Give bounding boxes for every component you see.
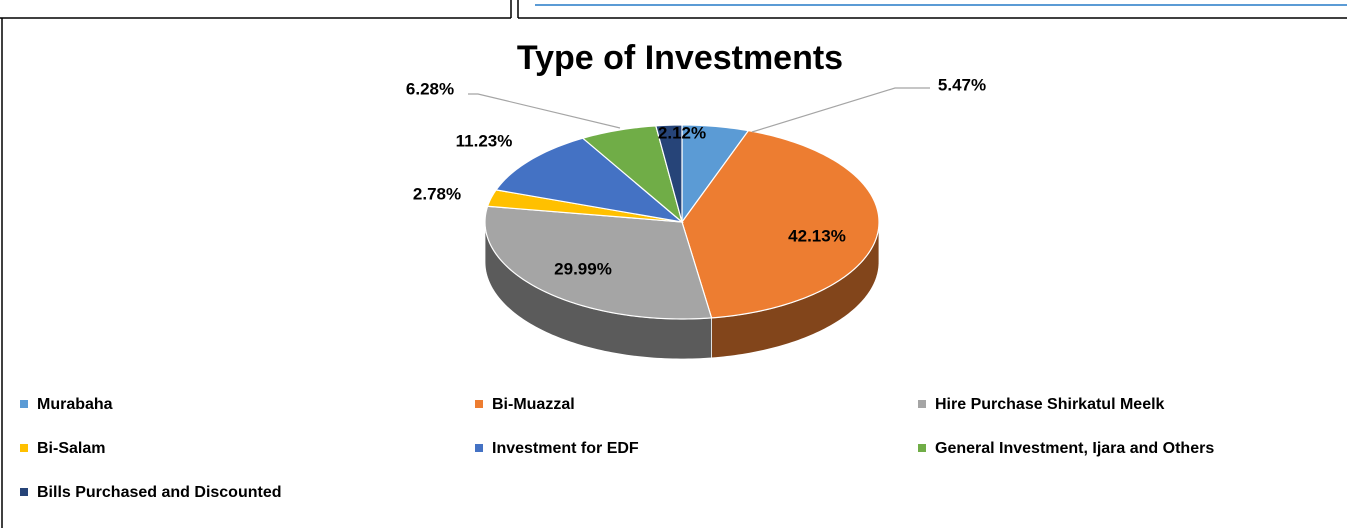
- legend-label: General Investment, Ijara and Others: [935, 440, 1214, 457]
- legend-swatch: [20, 488, 28, 496]
- legend-label: Bi-Muazzal: [492, 396, 575, 413]
- pie-slice: [484, 205, 713, 320]
- chart-title: Type of Investments: [517, 39, 843, 77]
- pie-slice: [655, 124, 683, 223]
- pie-slice: [681, 124, 750, 224]
- data-label: 11.23%: [456, 131, 513, 150]
- legend-swatch: [475, 444, 483, 452]
- legend-swatch: [475, 400, 483, 408]
- data-label: 2.12%: [658, 123, 706, 142]
- legend-label: Hire Purchase Shirkatul Meelk: [935, 396, 1165, 413]
- legend-label: Investment for EDF: [492, 440, 639, 457]
- data-label: 2.78%: [413, 184, 461, 203]
- data-label: 5.47%: [938, 75, 986, 94]
- data-label: 42.13%: [788, 226, 846, 245]
- pie-slice: [495, 137, 685, 223]
- legend-swatch: [20, 400, 28, 408]
- legend-label: Bills Purchased and Discounted: [37, 484, 282, 501]
- legend-swatch: [918, 444, 926, 452]
- data-label: 6.28%: [406, 79, 454, 98]
- legend-label: Bi-Salam: [37, 440, 105, 457]
- data-label: 29.99%: [554, 259, 612, 278]
- legend-swatch: [20, 444, 28, 452]
- legend-label: Murabaha: [37, 396, 113, 413]
- pie-slice: [581, 125, 684, 224]
- legend-swatch: [918, 400, 926, 408]
- leader-line: [468, 93, 621, 129]
- pie-slice: [681, 130, 880, 319]
- leader-line: [751, 87, 930, 133]
